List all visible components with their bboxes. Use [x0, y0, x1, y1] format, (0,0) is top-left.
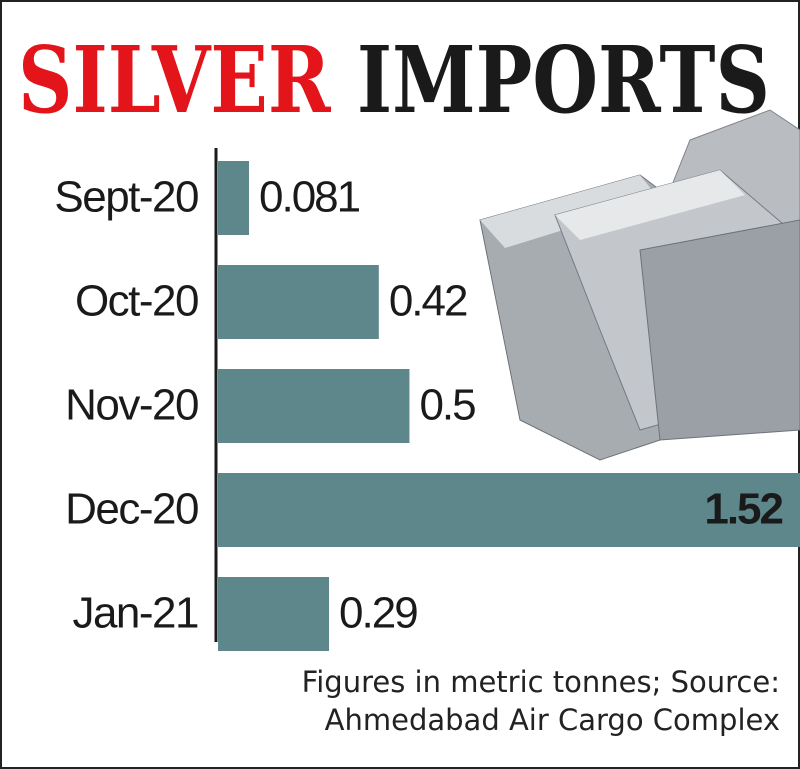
- category-label: Dec-20: [65, 485, 198, 534]
- bar: [218, 161, 250, 235]
- title-highlight: SILVER: [18, 26, 331, 134]
- value-label: 0.42: [389, 277, 467, 326]
- silver-ingots: [479, 109, 800, 461]
- bar: [218, 577, 330, 651]
- category-label: Oct-20: [75, 277, 198, 326]
- value-label: 0.081: [259, 173, 360, 222]
- bar: [218, 473, 800, 547]
- note-line: Figures in metric tonnes; Source:: [302, 665, 780, 699]
- category-label: Jan-21: [72, 589, 198, 638]
- value-label: 1.52: [704, 485, 782, 534]
- bar: [218, 369, 410, 443]
- chart-title: SILVER IMPORTS: [18, 26, 770, 134]
- value-label: 0.5: [419, 381, 475, 430]
- category-label: Sept-20: [54, 173, 198, 222]
- value-label: 0.29: [339, 589, 417, 638]
- bar: [218, 265, 379, 339]
- note-line: Ahmedabad Air Cargo Complex: [325, 703, 780, 737]
- category-label: Nov-20: [65, 381, 198, 430]
- title-rest: IMPORTS: [357, 26, 770, 134]
